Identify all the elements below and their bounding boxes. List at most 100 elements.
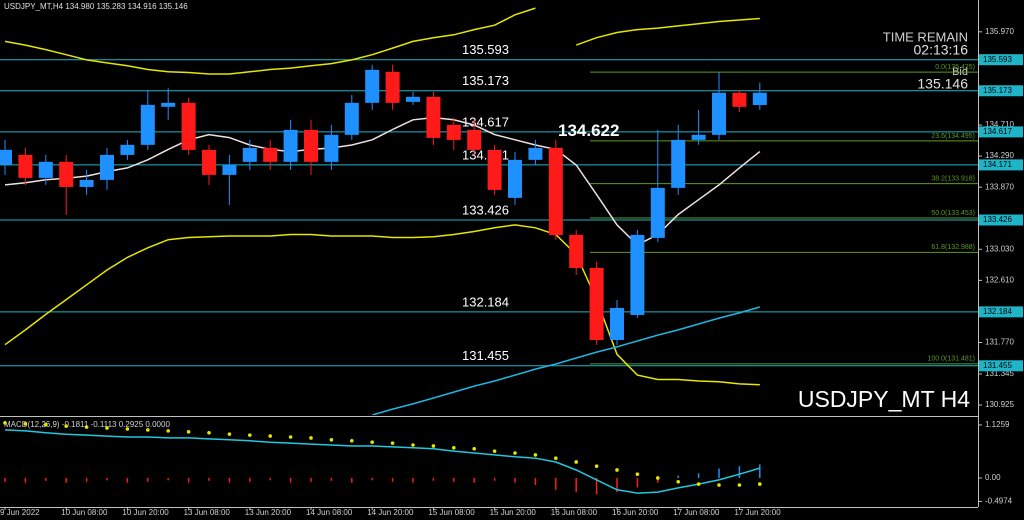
signal-dot [533,453,538,457]
x-tick-label: 17 Jun 08:00 [673,508,720,517]
x-tick-label: 14 Jun 08:00 [306,508,353,517]
level-price-label: 134.171 [983,160,1012,169]
candle-body [365,69,380,103]
overlay-line [371,306,761,415]
candle-body [589,267,604,340]
candle-body [446,124,461,140]
x-tick-label: 16 Jun 20:00 [612,508,659,517]
y-tick-label: 135.970 [985,27,1014,36]
level-price-box [979,306,1023,318]
level-label: 132.184 [462,294,509,309]
x-tick-label: 15 Jun 08:00 [428,508,475,517]
level-price-box [979,126,1023,138]
candle-body [671,139,686,188]
candle-body [222,164,237,175]
candle-body [344,102,359,135]
x-tick-label: 17 Jun 20:00 [734,508,781,517]
candle-body [79,179,94,187]
fib-label: 50.0(133.453) [931,210,975,217]
candle-body [508,159,522,198]
candle-body [38,161,53,178]
candle-body [385,71,400,103]
y-tick-label: 134.290 [985,151,1014,160]
level-price-box [979,54,1023,66]
signal-dot [411,443,415,447]
signal-dot [452,446,456,450]
candle-body [242,147,257,162]
signal-dot [390,441,395,445]
signal-dot [146,428,150,432]
level-price-box [979,214,1023,226]
x-tick-label: 13 Jun 20:00 [245,508,292,517]
signal-dot [44,422,48,427]
candle-body [528,147,543,160]
indicator-label: MACD(12,26,9) -0.1811 -0.1113 0.2925 0.0… [4,420,170,429]
bid-price: 135.146 [917,76,968,92]
signal-dot [656,476,660,480]
candle-body [0,149,12,165]
time-remain-label: TIME REMAIN [883,29,968,44]
signal-dot [370,440,375,444]
x-tick-label: 10 Jun 08:00 [61,508,108,517]
level-label: 134.617 [462,114,509,129]
candle-body [487,149,502,190]
level-price-label: 135.593 [983,55,1012,64]
chart-title: USDJPY_MT,H4 134.980 135.283 134.916 135… [4,2,188,11]
x-tick-label: 10 Jun 20:00 [122,508,169,517]
candle-body [650,187,665,238]
x-tick-label: 9 Jun 2022 [0,508,40,517]
level-price-label: 133.426 [983,215,1012,224]
level-price-box [979,85,1023,97]
level-label: 135.593 [462,42,509,57]
level-price-label: 135.173 [983,86,1012,95]
level-label: 135.173 [462,73,509,88]
signal-dot [737,483,742,487]
signal-dot [166,429,170,433]
signal-dot [594,464,599,469]
candle-body [406,96,420,102]
macd-line [4,429,761,494]
x-tick-label: 16 Jun 08:00 [551,508,598,517]
signal-dot [309,436,313,440]
candle-body [120,144,135,155]
signal-dot [492,449,497,453]
candle-body [752,92,767,106]
candle-body [467,129,482,150]
x-tick-label: 13 Jun 08:00 [184,508,231,517]
fib-label: 61.8(132.988) [931,244,975,251]
y-tick-label: 133.870 [985,182,1014,191]
candle-body [59,161,74,187]
signal-dot [554,456,558,460]
signal-dot [125,427,130,431]
signal-dot [717,483,721,487]
y-tick-label: 0.00 [985,473,1001,482]
signal-dot [696,482,701,486]
signal-dot [758,482,762,486]
candle-body [283,129,298,162]
level-label: 133.426 [462,202,509,217]
y-tick-label: 130.925 [985,400,1014,409]
candle-body [426,96,441,138]
signal-dot [676,479,680,484]
candle-body [202,149,216,175]
fib-label: 100.0(131.481) [928,356,975,363]
level-price-label: 132.184 [983,307,1012,316]
x-tick-label: 14 Jun 20:00 [367,508,414,517]
signal-dot [513,451,517,455]
y-tick-label: 131.770 [985,338,1014,347]
fib-label: 0.0(135.425) [935,64,975,71]
signal-dot [288,435,293,439]
signal-dot [329,438,334,442]
signal-dot [431,444,436,448]
overlay-line [575,17,760,46]
overlay-line [4,7,536,75]
y-tick-label: 131.345 [985,369,1014,378]
signal-dot [186,430,191,434]
candle-body [304,129,318,162]
signal-dot [635,472,640,477]
signal-dot [350,438,354,443]
y-tick-label: 134.710 [985,120,1014,129]
